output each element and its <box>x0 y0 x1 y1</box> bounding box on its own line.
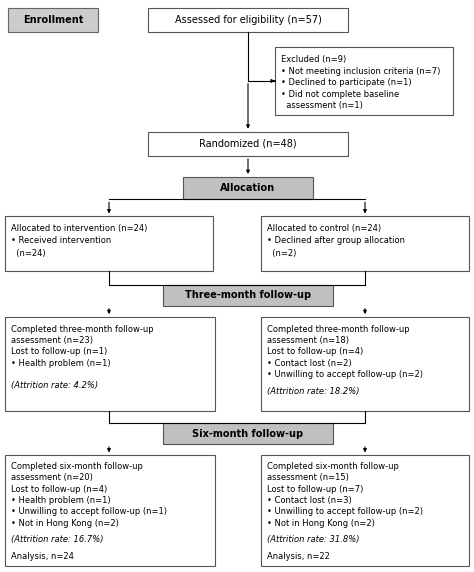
Text: Enrollment: Enrollment <box>23 15 83 25</box>
Text: • Contact lost (n=3): • Contact lost (n=3) <box>267 496 352 505</box>
Text: Completed three-month follow-up: Completed three-month follow-up <box>267 325 410 334</box>
Text: Lost to follow-up (n=1): Lost to follow-up (n=1) <box>11 347 107 356</box>
Bar <box>261 455 469 566</box>
Text: Assessed for eligibility (n=57): Assessed for eligibility (n=57) <box>174 15 321 25</box>
Bar <box>5 455 215 566</box>
Text: assessment (n=20): assessment (n=20) <box>11 474 93 482</box>
Text: Excluded (n=9): Excluded (n=9) <box>281 55 346 63</box>
Text: • Contact lost (n=2): • Contact lost (n=2) <box>267 359 352 368</box>
Text: (Attrition rate: 16.7%): (Attrition rate: 16.7%) <box>11 535 103 543</box>
Bar <box>183 177 313 200</box>
Text: (Attrition rate: 18.2%): (Attrition rate: 18.2%) <box>267 387 359 396</box>
Bar <box>261 216 469 271</box>
Text: Lost to follow-up (n=7): Lost to follow-up (n=7) <box>267 484 364 494</box>
Text: Analysis, n=24: Analysis, n=24 <box>11 551 74 561</box>
Bar <box>148 7 348 32</box>
Text: (n=2): (n=2) <box>267 249 296 257</box>
Text: Allocated to intervention (n=24): Allocated to intervention (n=24) <box>11 224 147 233</box>
Bar <box>148 132 348 156</box>
Text: • Unwilling to accept follow-up (n=2): • Unwilling to accept follow-up (n=2) <box>267 507 423 517</box>
Text: (Attrition rate: 4.2%): (Attrition rate: 4.2%) <box>11 381 98 390</box>
Text: (n=24): (n=24) <box>11 249 46 257</box>
Bar <box>5 317 215 411</box>
Text: Allocated to control (n=24): Allocated to control (n=24) <box>267 224 381 233</box>
Text: Completed three-month follow-up: Completed three-month follow-up <box>11 325 154 334</box>
Text: assessment (n=18): assessment (n=18) <box>267 336 349 345</box>
Text: Six-month follow-up: Six-month follow-up <box>192 428 303 439</box>
Bar <box>8 7 98 32</box>
Text: • Not in Hong Kong (n=2): • Not in Hong Kong (n=2) <box>267 519 375 527</box>
Text: • Declined after group allocation: • Declined after group allocation <box>267 236 405 245</box>
Text: Analysis, n=22: Analysis, n=22 <box>267 551 330 561</box>
Text: • Unwilling to accept follow-up (n=2): • Unwilling to accept follow-up (n=2) <box>267 370 423 379</box>
Text: • Received intervention: • Received intervention <box>11 236 111 245</box>
Text: • Not meeting inclusion criteria (n=7): • Not meeting inclusion criteria (n=7) <box>281 67 440 76</box>
Bar <box>163 285 333 306</box>
Text: • Declined to participate (n=1): • Declined to participate (n=1) <box>281 78 411 88</box>
Bar <box>275 47 453 115</box>
Text: Three-month follow-up: Three-month follow-up <box>185 291 311 300</box>
Text: Lost to follow-up (n=4): Lost to follow-up (n=4) <box>11 484 107 494</box>
Text: Completed six-month follow-up: Completed six-month follow-up <box>267 462 399 471</box>
Text: • Health problem (n=1): • Health problem (n=1) <box>11 496 110 505</box>
Bar <box>163 423 333 444</box>
Text: • Health problem (n=1): • Health problem (n=1) <box>11 359 110 368</box>
Text: (Attrition rate: 31.8%): (Attrition rate: 31.8%) <box>267 535 359 543</box>
Text: assessment (n=23): assessment (n=23) <box>11 336 93 345</box>
Text: Randomized (n=48): Randomized (n=48) <box>199 139 297 149</box>
Text: • Unwilling to accept follow-up (n=1): • Unwilling to accept follow-up (n=1) <box>11 507 167 517</box>
Text: • Did not complete baseline: • Did not complete baseline <box>281 90 399 98</box>
Text: assessment (n=1): assessment (n=1) <box>281 101 363 110</box>
Bar <box>261 317 469 411</box>
Text: Lost to follow-up (n=4): Lost to follow-up (n=4) <box>267 347 363 356</box>
Bar <box>5 216 213 271</box>
Text: Allocation: Allocation <box>220 183 275 193</box>
Text: • Not in Hong Kong (n=2): • Not in Hong Kong (n=2) <box>11 519 119 527</box>
Text: assessment (n=15): assessment (n=15) <box>267 474 349 482</box>
Text: Completed six-month follow-up: Completed six-month follow-up <box>11 462 143 471</box>
